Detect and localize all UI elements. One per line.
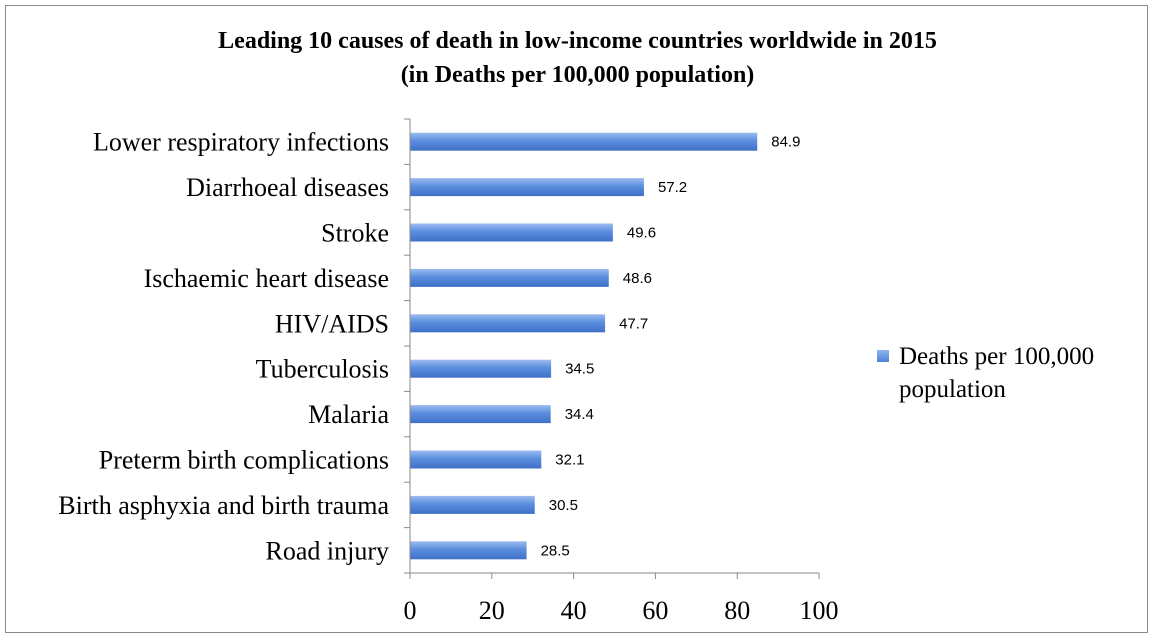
category-label: Stroke xyxy=(321,219,389,248)
bar xyxy=(410,450,542,469)
legend-swatch xyxy=(877,350,889,362)
data-label: 48.6 xyxy=(623,270,652,287)
category-label: Road injury xyxy=(266,536,390,565)
bar xyxy=(410,223,613,242)
x-tick-label: 0 xyxy=(404,596,417,625)
category-label: HIV/AIDS xyxy=(275,309,389,338)
legend-label: Deaths per 100,000 population xyxy=(899,343,1095,403)
bar xyxy=(410,359,552,378)
bar xyxy=(410,314,606,333)
x-tick-label: 20 xyxy=(479,596,505,625)
data-label: 49.6 xyxy=(627,225,656,242)
bar xyxy=(410,405,551,424)
data-label: 84.9 xyxy=(771,134,800,151)
data-label: 47.7 xyxy=(619,315,648,332)
bar xyxy=(410,132,758,151)
axes-group: 0 20 40 60 80 100 xyxy=(404,118,839,625)
category-label: Tuberculosis xyxy=(256,355,389,384)
data-labels-group: 84.9 57.2 49.6 48.6 47.7 34.5 34.4 32.1 30.5 28.5 xyxy=(541,134,801,560)
data-label: 32.1 xyxy=(555,452,584,469)
category-label: Ischaemic heart disease xyxy=(144,264,389,293)
x-tick-label: 40 xyxy=(561,596,587,625)
data-label: 57.2 xyxy=(658,179,687,196)
x-tick-label: 100 xyxy=(800,596,839,625)
bar xyxy=(410,268,609,287)
bar xyxy=(410,178,644,197)
data-label: 30.5 xyxy=(549,497,578,514)
chart-title: Leading 10 causes of death in low-income… xyxy=(218,28,937,54)
bar xyxy=(410,495,535,514)
data-label: 34.4 xyxy=(565,406,594,423)
category-label: Preterm birth complications xyxy=(99,446,389,475)
bar xyxy=(410,541,527,560)
chart-title-block: Leading 10 causes of death in low-income… xyxy=(0,24,1155,92)
category-label: Birth asphyxia and birth trauma xyxy=(58,491,389,520)
data-label: 28.5 xyxy=(541,542,570,559)
data-label: 34.5 xyxy=(565,361,594,378)
x-tick-label: 80 xyxy=(724,596,750,625)
category-label: Diarrhoeal diseases xyxy=(186,173,389,202)
bars-group xyxy=(410,132,758,560)
category-label: Malaria xyxy=(308,400,389,429)
category-label: Lower respiratory infections xyxy=(93,128,389,157)
category-labels-group: Lower respiratory infections Diarrhoeal d… xyxy=(58,128,389,566)
chart-subtitle: (in Deaths per 100,000 population) xyxy=(400,62,755,88)
x-tick-label: 60 xyxy=(642,596,668,625)
